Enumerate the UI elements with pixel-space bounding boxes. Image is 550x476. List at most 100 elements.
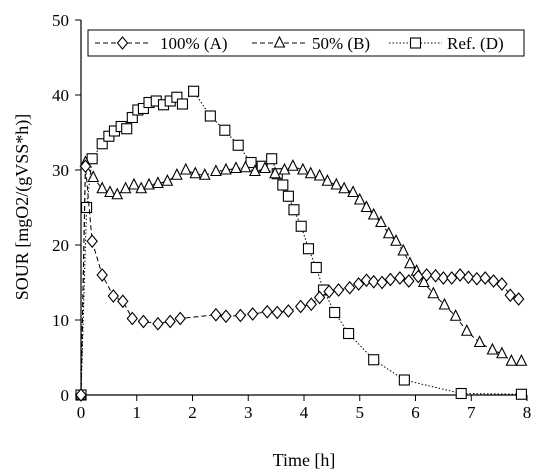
data-point (360, 200, 373, 213)
data-point (121, 123, 133, 135)
data-point (376, 275, 388, 290)
x-tick-label: 2 (188, 403, 197, 422)
data-point (321, 174, 334, 186)
data-point (375, 215, 387, 228)
data-point (487, 274, 500, 288)
plot-frame (80, 20, 527, 396)
data-point (367, 274, 380, 289)
x-tick-label: 4 (300, 403, 309, 422)
data-point (176, 98, 189, 110)
x-tick-label: 5 (356, 403, 365, 422)
legend-marker (409, 37, 422, 49)
data-point (462, 270, 475, 285)
data-point (171, 91, 183, 103)
series-triangle (75, 155, 528, 400)
data-point (161, 174, 174, 186)
data-point (277, 179, 289, 191)
data-point (128, 177, 140, 190)
data-point (504, 288, 516, 303)
y-axis-title: SOUR [mgO2/(gVSS*h)] (12, 114, 33, 301)
data-point (473, 335, 486, 348)
data-point (96, 268, 108, 282)
data-point (239, 160, 252, 173)
data-point (104, 185, 116, 198)
data-point (282, 190, 294, 202)
legend-label: Ref. (D) (447, 34, 504, 53)
data-point (390, 234, 402, 246)
data-point (220, 162, 232, 175)
data-point (219, 124, 231, 136)
data-point (171, 168, 183, 180)
data-point (397, 243, 410, 256)
data-point (515, 388, 527, 400)
data-point (302, 243, 315, 255)
data-point (479, 271, 491, 285)
data-point (81, 201, 93, 214)
x-tick-label: 0 (77, 403, 86, 422)
data-point (282, 304, 295, 318)
data-point (352, 277, 365, 291)
y-tick-label: 20 (52, 236, 69, 255)
data-point (111, 187, 124, 200)
series-square (75, 85, 527, 401)
data-point (420, 268, 433, 282)
data-point (329, 306, 341, 319)
legend-label: 100% (A) (160, 34, 228, 53)
data-point (438, 297, 451, 310)
data-point (246, 307, 259, 321)
data-point (234, 308, 247, 323)
data-point (515, 354, 528, 366)
data-point (512, 292, 525, 306)
data-point (135, 181, 148, 194)
x-tick-label: 8 (523, 403, 532, 422)
x-tick-label: 7 (467, 403, 476, 422)
data-point (427, 286, 440, 299)
data-point (343, 280, 356, 295)
data-point (179, 162, 192, 175)
legend-item: Ref. (D) (389, 34, 504, 53)
data-point (429, 268, 442, 283)
data-point (404, 256, 416, 269)
data-point (261, 304, 273, 319)
data-point (286, 159, 299, 171)
data-point (174, 311, 186, 326)
legend-item: 100% (A) (95, 34, 228, 53)
data-point (278, 162, 291, 175)
data-point (310, 261, 322, 274)
data-point (198, 168, 211, 180)
data-point (313, 168, 326, 181)
data-point (353, 192, 366, 205)
data-point (449, 309, 462, 321)
data-point (330, 177, 343, 190)
data-point (486, 342, 499, 355)
legend-marker (273, 35, 286, 48)
data-point (96, 138, 108, 150)
data-point (343, 327, 355, 340)
data-point (230, 161, 242, 174)
data-point (446, 271, 458, 285)
y-tick-label: 50 (52, 11, 69, 30)
data-point (164, 314, 176, 329)
data-point (79, 159, 92, 174)
data-point (75, 388, 87, 402)
data-point (204, 110, 216, 122)
data-point (126, 111, 138, 124)
data-point (117, 294, 129, 309)
data-point (496, 277, 508, 291)
axis-ticks: 0 1 2 3 4 5 6 7 8 0 10 20 30 40 50 (52, 11, 531, 422)
x-tick-label: 6 (411, 403, 420, 422)
y-tick-label: 10 (52, 311, 69, 330)
data-point (347, 185, 359, 198)
data-point (338, 181, 351, 194)
data-point (269, 166, 281, 179)
series-diamond (75, 159, 525, 402)
data-point (323, 284, 335, 299)
data-point (460, 324, 473, 336)
x-tick-label: 3 (244, 403, 253, 422)
legend: 100% (A) 50% (B) Ref. (D) (87, 29, 525, 57)
x-axis-title: Time [h] (273, 450, 336, 470)
data-point (249, 164, 261, 177)
y-tick-label: 40 (52, 86, 69, 105)
data-point (137, 102, 149, 115)
